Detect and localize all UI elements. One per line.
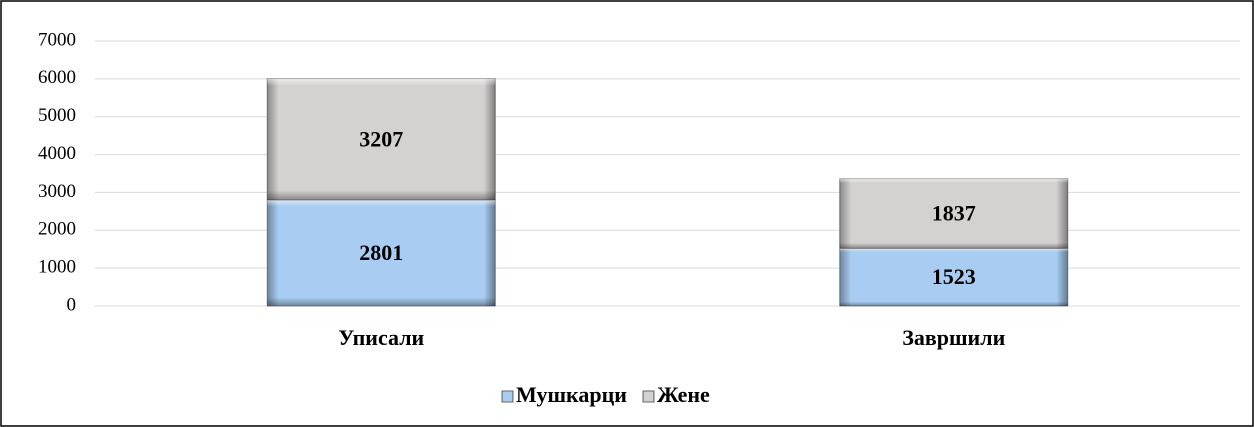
y-tick-label: 5000 xyxy=(38,105,76,126)
y-tick-label: 1000 xyxy=(38,257,76,278)
x-tick-label: Уписали xyxy=(338,325,424,350)
bar-segment xyxy=(839,247,1069,307)
bar-bevel xyxy=(839,248,1068,306)
legend-label: Мушкарци xyxy=(516,382,627,407)
y-tick-label: 2000 xyxy=(38,219,76,240)
bar-bevel xyxy=(267,78,496,200)
data-label: 1523 xyxy=(932,264,976,289)
legend-swatch-bevel xyxy=(502,391,513,402)
y-tick-label: 7000 xyxy=(38,29,76,50)
bar-bevel xyxy=(839,178,1068,249)
legend-swatch-bevel xyxy=(642,391,654,402)
bar-segment xyxy=(266,199,496,307)
data-label: 1837 xyxy=(932,201,976,226)
y-tick-label: 3000 xyxy=(38,181,76,202)
bar-bevel xyxy=(267,199,496,306)
y-tick-label: 4000 xyxy=(38,143,76,164)
data-label: 2801 xyxy=(359,240,403,265)
x-tick-label: Завршили xyxy=(902,325,1005,350)
y-tick-label: 6000 xyxy=(38,67,76,88)
bar-segment xyxy=(839,178,1069,249)
data-label: 3207 xyxy=(359,126,403,151)
y-tick-label: 0 xyxy=(67,294,77,315)
legend-label: Жене xyxy=(657,382,710,407)
bar-segment xyxy=(266,78,496,201)
